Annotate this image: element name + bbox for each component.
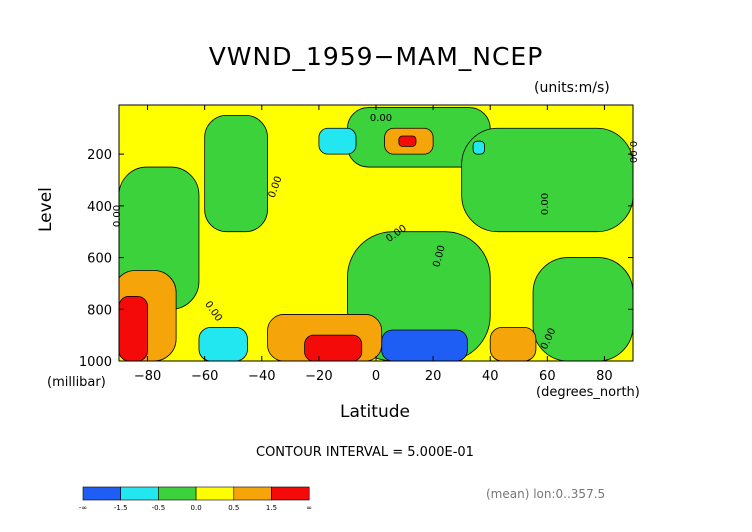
y-tick-label: 600	[87, 252, 112, 267]
colorbar-swatch	[195, 486, 235, 501]
x-axis-unit: (degrees_north)	[536, 385, 640, 400]
colorbar-swatch	[120, 486, 159, 501]
x-tick-label: 0	[372, 369, 380, 384]
x-tick-label: −80	[134, 369, 161, 384]
x-tick-label: −40	[248, 369, 275, 384]
contour-region-4	[461, 127, 633, 233]
contour-region-8	[472, 140, 485, 155]
colorbar-label: -0.5	[152, 504, 166, 512]
colorbar-swatch	[158, 486, 197, 501]
contour-region-9	[198, 326, 248, 361]
colorbar-swatch	[82, 486, 122, 501]
units-label: (units:m/s)	[534, 80, 610, 96]
colorbar-label: -∞	[79, 504, 87, 512]
contour-label: 0.00	[540, 193, 551, 215]
chart-title: VWND_1959−MAM_NCEP	[208, 42, 544, 71]
x-tick-label: 20	[425, 369, 442, 384]
y-tick-label: 800	[87, 303, 112, 318]
colorbar-swatch	[271, 486, 310, 501]
contour-region-10	[381, 329, 468, 361]
contour-region-17	[119, 295, 148, 361]
colorbar-label: 1.5	[266, 504, 277, 512]
contour-label: 0.00	[627, 141, 638, 163]
contour-region-5	[347, 231, 491, 361]
colorbar-label: 0.0	[191, 504, 202, 512]
x-tick-label: 80	[596, 369, 613, 384]
contour-region-16	[304, 334, 363, 361]
colorbar-swatch	[233, 486, 272, 501]
contour-region-14	[489, 326, 537, 361]
x-axis-label: Latitude	[340, 402, 410, 422]
x-tick-label: −60	[191, 369, 218, 384]
y-tick-label: 400	[87, 200, 112, 215]
colorbar-label: -1.5	[114, 504, 128, 512]
contour-label: 0.00	[370, 113, 392, 124]
y-tick-label: 200	[87, 148, 112, 163]
x-tick-label: 60	[539, 369, 556, 384]
contour-label: 0.00	[112, 205, 123, 227]
colorbar-label: 0.5	[228, 504, 239, 512]
x-tick-label: −20	[305, 369, 332, 384]
contour-interval-note: CONTOUR INTERVAL = 5.000E-01	[256, 445, 474, 460]
y-tick-label: 1000	[79, 355, 112, 370]
colorbar-label: ∞	[306, 504, 312, 512]
mean-note: (mean) lon:0..357.5	[486, 487, 606, 501]
contour-region-2	[204, 114, 268, 233]
contour-region-7	[318, 127, 357, 155]
x-tick-label: 40	[482, 369, 499, 384]
y-axis-unit: (millibar)	[47, 375, 106, 390]
contour-region-15	[398, 135, 417, 147]
